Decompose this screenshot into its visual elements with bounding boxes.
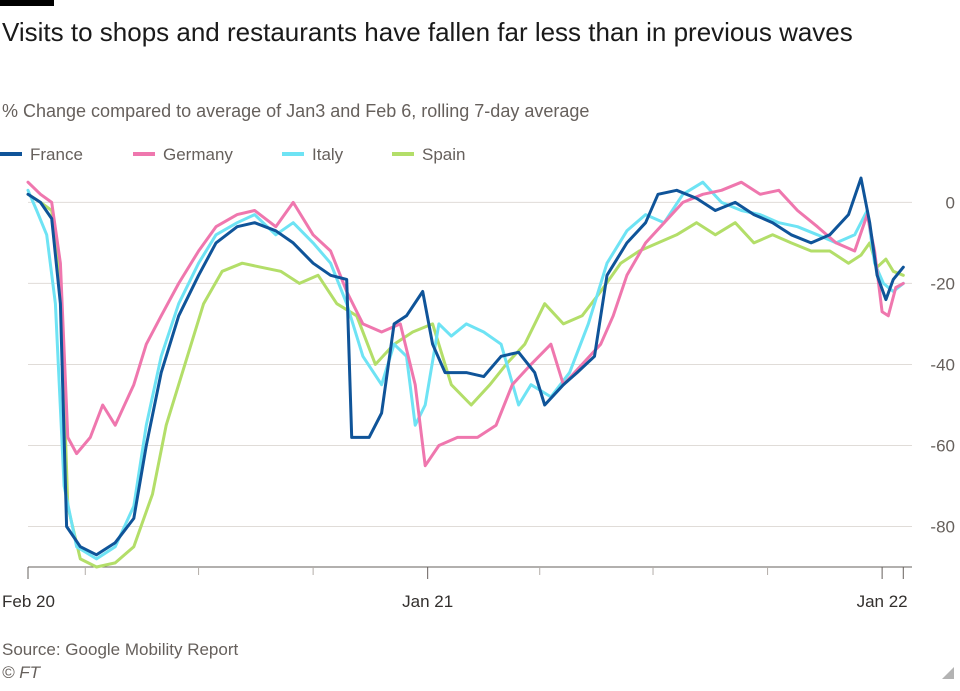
legend-label-france: France [30, 145, 83, 164]
legend-item-spain: Spain [392, 145, 465, 165]
chart-subtitle: % Change compared to average of Jan3 and… [2, 101, 590, 121]
brand-bar [0, 0, 54, 6]
y-tick-label: -80 [930, 517, 955, 536]
y-tick-label: -60 [930, 436, 955, 455]
series-line-france [26, 176, 905, 557]
resize-corner-icon [942, 667, 954, 679]
chart-title: Visits to shops and restaurants have fal… [2, 17, 853, 47]
series-line-spain [26, 192, 905, 569]
legend-item-italy: Italy [282, 145, 343, 165]
legend-swatch-france [0, 151, 22, 156]
x-tick-label: Feb 20 [2, 592, 55, 611]
legend-swatch-spain [392, 151, 414, 156]
legend-swatch-italy [282, 151, 304, 156]
copyright-note: © FT [2, 663, 41, 682]
legend-label-italy: Italy [312, 145, 344, 164]
x-tick-label: Jan 22 [857, 592, 908, 611]
legend-item-france: France [0, 145, 83, 165]
series-line-italy [26, 180, 905, 561]
y-tick-label: 0 [946, 193, 955, 212]
legend-item-germany: Germany [133, 145, 233, 165]
legend-swatch-germany [133, 151, 155, 156]
legend-label-germany: Germany [163, 145, 233, 164]
y-tick-label: -20 [930, 274, 955, 293]
series-line-germany [26, 180, 905, 468]
source-note: Source: Google Mobility Report [2, 640, 239, 659]
x-tick-label: Jan 21 [402, 592, 453, 611]
legend-label-spain: Spain [422, 145, 466, 164]
y-tick-label: -40 [930, 355, 955, 374]
